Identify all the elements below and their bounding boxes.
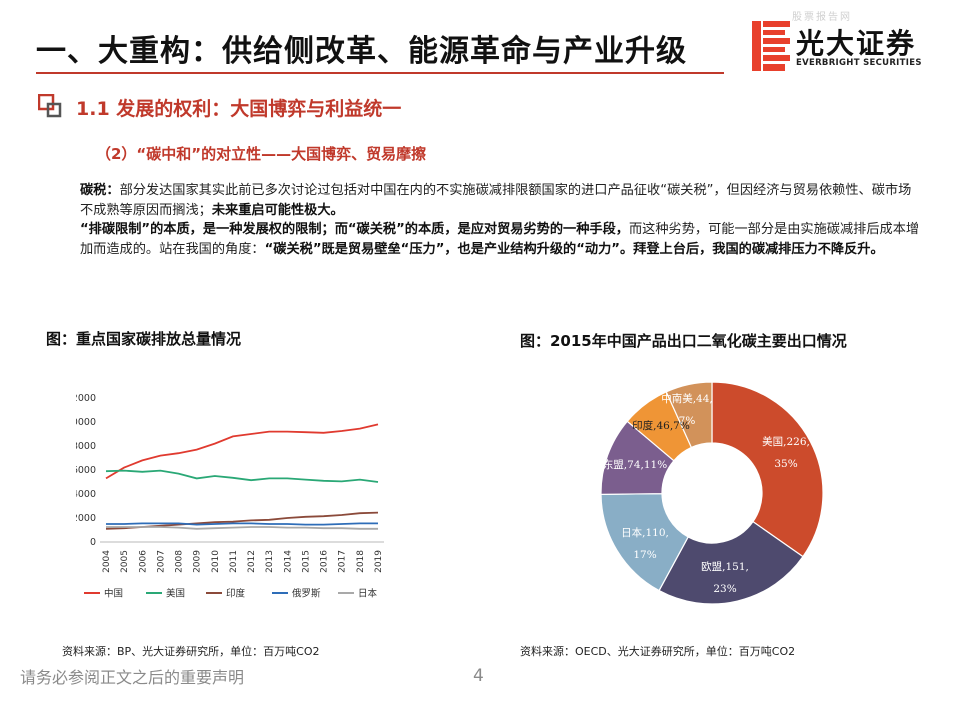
series-line — [106, 424, 378, 478]
y-tick-label: 0 — [90, 537, 96, 548]
y-tick-label: 8000 — [76, 441, 96, 452]
series-line — [106, 527, 378, 529]
body-emphasis-1: 未来重启可能性极大。 — [212, 203, 344, 218]
export-donut-chart: 美国,226, 35%欧盟,151, 23%日本,110, 17%东盟,74,11%印… — [590, 372, 840, 612]
body-emphasis-2: “排碳限制”的本质，是一种发展权的限制；而“碳关税”的本质，是应对贸易劣势的一种… — [80, 222, 629, 237]
x-tick-label: 2011 — [229, 550, 239, 573]
logo-chinese-name: 光大证券 — [796, 22, 916, 62]
x-tick-label: 2013 — [265, 550, 275, 573]
x-tick-label: 2006 — [138, 550, 148, 573]
donut-slice — [712, 382, 823, 557]
section-title: 1.1 发展的权利：大国博弈与利益统一 — [76, 94, 401, 121]
x-tick-label: 2014 — [283, 550, 293, 573]
legend-label: 日本 — [358, 588, 378, 600]
disclaimer-text: 请务必参阅正文之后的重要声明 — [20, 664, 244, 688]
slice-label: 东盟,74,11% — [603, 458, 667, 471]
body-text-1: 部分发达国家其实此前已多次讨论过包括对中国在内的不实施碳减排限额国家的进口产品征… — [80, 183, 911, 218]
x-tick-label: 2010 — [211, 550, 221, 573]
left-chart-title: 图：重点国家碳排放总量情况 — [46, 328, 241, 349]
x-tick-label: 2008 — [175, 550, 185, 573]
logo-english-name: EVERBRIGHT SECURITIES — [796, 58, 922, 68]
series-line — [106, 523, 378, 524]
left-chart-source: 资料来源：BP、光大证券研究所，单位：百万吨CO2 — [62, 643, 320, 659]
legend-label: 印度 — [226, 588, 246, 600]
page-title: 一、大重构：供给侧改革、能源革命与产业升级 — [36, 26, 687, 70]
right-chart-title: 图：2015年中国产品出口二氧化碳主要出口情况 — [520, 330, 847, 351]
right-chart-source: 资料来源：OECD、光大证券研究所，单位：百万吨CO2 — [520, 643, 795, 659]
series-line — [106, 471, 378, 482]
y-tick-label: 12000 — [76, 393, 96, 404]
x-tick-label: 2005 — [120, 550, 130, 573]
x-tick-label: 2012 — [247, 550, 257, 573]
x-tick-label: 2009 — [193, 550, 203, 573]
body-emphasis-3: “碳关税”既是贸易壁垒“压力”，也是产业结构升级的“动力”。拜登上台后，我国的碳… — [265, 242, 884, 257]
x-tick-label: 2016 — [320, 550, 330, 573]
y-tick-label: 4000 — [76, 489, 96, 500]
company-logo: 光大证券 EVERBRIGHT SECURITIES — [752, 18, 942, 74]
x-tick-label: 2019 — [374, 550, 384, 573]
section-bullet-icon — [38, 94, 62, 118]
carbon-tax-label: 碳税： — [80, 183, 120, 198]
section-subtitle: （2）“碳中和”的对立性——大国博弈、贸易摩擦 — [96, 143, 426, 164]
y-tick-label: 2000 — [76, 513, 96, 524]
legend-label: 俄罗斯 — [292, 588, 321, 600]
legend-label: 中国 — [104, 588, 123, 600]
body-paragraph: 碳税：部分发达国家其实此前已多次讨论过包括对中国在内的不实施碳减排限额国家的进口… — [80, 181, 920, 259]
logo-mark-icon — [752, 21, 790, 71]
y-tick-label: 6000 — [76, 465, 96, 476]
x-tick-label: 2015 — [301, 550, 311, 573]
emissions-line-chart: 0 2000 4000 6000 8000 10000 12000 2004 2005 2006 2… — [76, 388, 406, 608]
x-tick-label: 2007 — [156, 550, 166, 573]
x-tick-label: 2018 — [356, 550, 366, 573]
y-tick-label: 10000 — [76, 417, 96, 428]
page-number: 4 — [473, 666, 484, 686]
title-divider — [36, 72, 724, 74]
x-tick-label: 2017 — [338, 550, 348, 573]
x-tick-label: 2004 — [102, 550, 112, 573]
legend-label: 美国 — [166, 588, 185, 600]
